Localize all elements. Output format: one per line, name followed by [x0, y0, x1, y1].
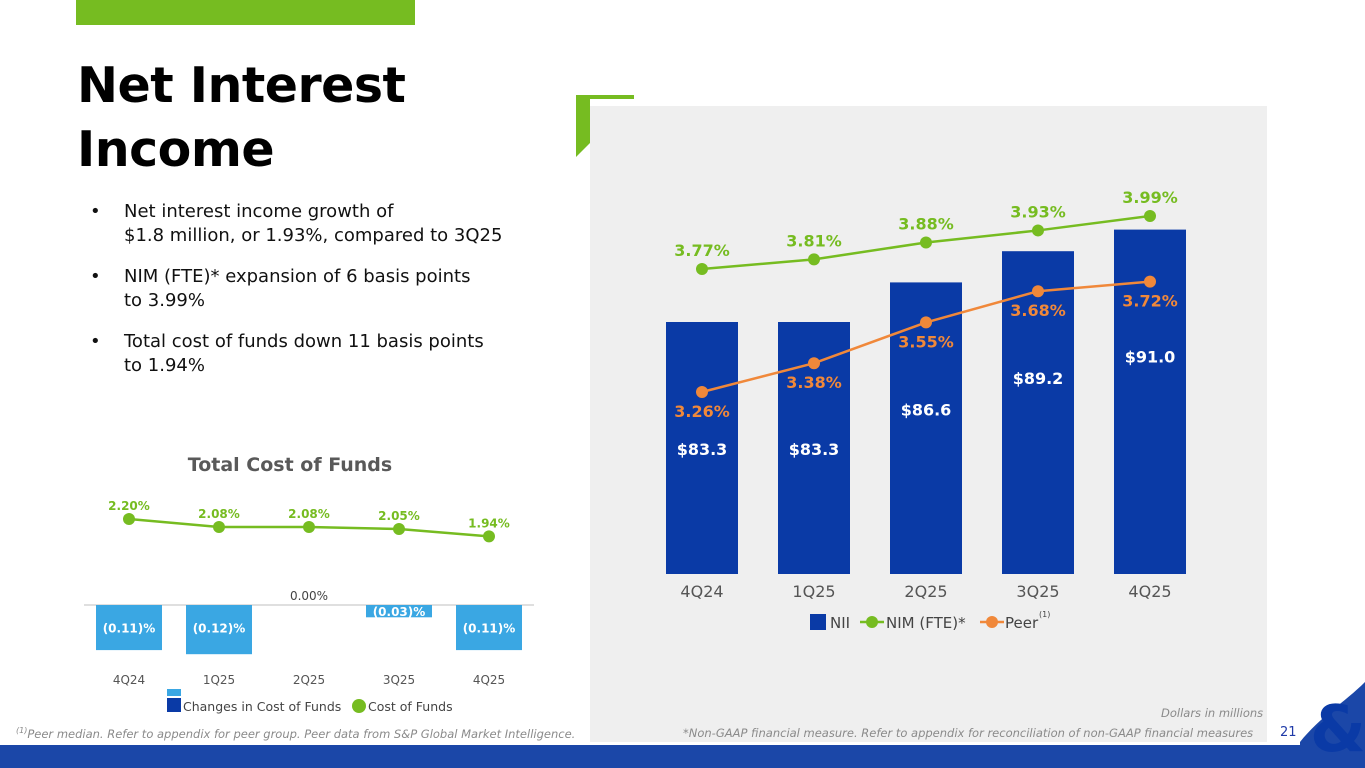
cof-change-label: 0.00% — [290, 589, 328, 603]
cof-label: 2.20% — [108, 499, 150, 513]
cof-point — [483, 530, 495, 543]
top-accent-bar — [76, 0, 415, 25]
bullet-text: Total cost of funds down 11 basis points — [124, 331, 484, 352]
cof-category-label: 4Q24 — [113, 673, 145, 687]
bullet-text: to 3.99% — [124, 290, 205, 311]
cof-change-label: (0.03)% — [373, 605, 426, 619]
bottom-band — [0, 745, 1365, 768]
legend-cof-label: Cost of Funds — [368, 699, 453, 714]
cof-change-bar — [186, 605, 252, 655]
bullet-item: • Total cost of funds down 11 basis poin… — [90, 330, 560, 378]
cof-label: 2.05% — [378, 509, 420, 523]
cof-point — [213, 521, 225, 534]
bullet-item: • NIM (FTE)* expansion of 6 basis points… — [90, 265, 560, 313]
cof-change-label: (0.12)% — [193, 622, 246, 636]
bullet-text: NIM (FTE)* expansion of 6 basis points — [124, 266, 471, 287]
cof-line — [128, 517, 490, 538]
bullet-item: • Net interest income growth of $1.8 mil… — [90, 200, 560, 248]
peer-footnote: (1)Peer median. Refer to appendix for pe… — [16, 726, 575, 741]
cof-change-bar — [456, 605, 522, 651]
page-title: Net Interest Income — [77, 54, 537, 182]
corner-accent-icon — [576, 95, 634, 157]
nii-chart-panel — [590, 106, 1267, 742]
cof-point — [303, 521, 315, 534]
cof-change-bar — [96, 605, 162, 651]
bullet-marker: • — [90, 266, 101, 287]
cof-label: 1.94% — [468, 516, 510, 530]
bullet-text: to 1.94% — [124, 355, 205, 376]
nongaap-footnote: *Non-GAAP financial measure. Refer to ap… — [683, 726, 1254, 740]
peer-footnote-sup: (1) — [16, 726, 28, 735]
legend-change-swatch — [167, 698, 181, 712]
page-title-line-2: Income — [77, 121, 275, 178]
bullet-text: $1.8 million, or 1.93%, compared to 3Q25 — [124, 225, 503, 246]
cof-change-label: (0.11)% — [463, 622, 516, 636]
cof-category-label: 2Q25 — [293, 673, 325, 687]
page-number: 21 — [1280, 725, 1297, 740]
cof-change-label: (0.11)% — [103, 622, 156, 636]
cof-chart-title: Total Cost of Funds — [188, 454, 392, 476]
highlights-list: • Net interest income growth of $1.8 mil… — [90, 200, 560, 395]
cof-point — [123, 513, 135, 525]
legend-change-swatch-top — [167, 689, 181, 696]
cof-point — [393, 523, 405, 536]
page-title-line-1: Net Interest — [77, 57, 406, 114]
legend-change-label: Changes in Cost of Funds — [183, 699, 341, 714]
bullet-marker: • — [90, 331, 101, 352]
cof-category-label: 4Q25 — [473, 673, 505, 687]
units-note: Dollars in millions — [1161, 706, 1264, 720]
legend-cof-marker — [352, 699, 366, 713]
cof-category-label: 1Q25 — [203, 673, 235, 687]
cof-label: 2.08% — [288, 507, 330, 521]
cof-category-label: 3Q25 — [383, 673, 415, 687]
logo-ampersand: & — [1310, 693, 1365, 767]
cof-change-bar — [366, 605, 432, 618]
bullet-marker: • — [90, 201, 101, 222]
bullet-text: Net interest income growth of — [124, 201, 394, 222]
corner-wave-icon — [1300, 682, 1365, 768]
cof-label: 2.08% — [198, 507, 240, 521]
peer-footnote-text: Peer median. Refer to appendix for peer … — [27, 726, 576, 741]
